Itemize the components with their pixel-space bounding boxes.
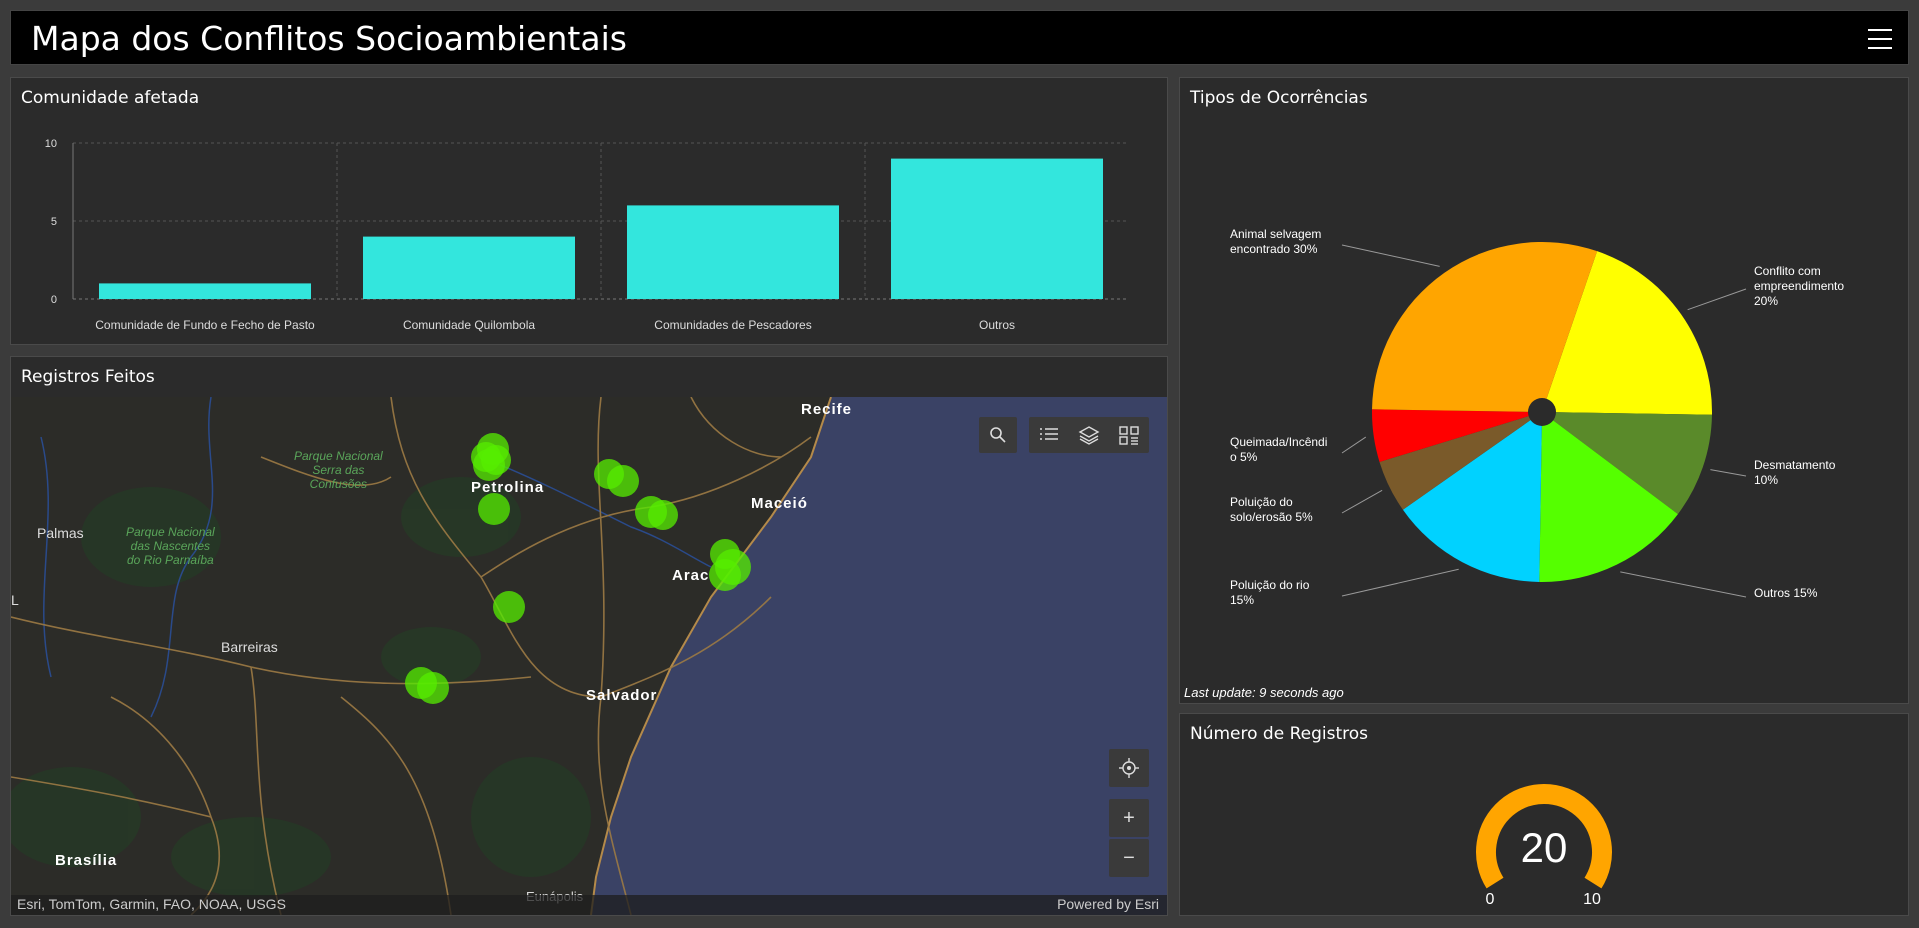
- gauge-max-label: 10: [1583, 891, 1601, 908]
- zoom-in-button[interactable]: +: [1109, 799, 1149, 837]
- pie-label: encontrado 30%: [1230, 242, 1318, 256]
- pie-label: 15%: [1230, 593, 1254, 607]
- map-label-palmas: Palmas: [37, 525, 84, 541]
- qr-icon[interactable]: [1118, 425, 1140, 445]
- map-view[interactable]: Recife Petrolina Maceió Arac Palmas Barr…: [11, 397, 1167, 915]
- pie-label: Poluição do rio: [1230, 578, 1310, 592]
- bar-category-label: Comunidades de Pescadores: [654, 318, 811, 332]
- map-label-maceio: Maceió: [751, 495, 808, 512]
- gauge-min-label: 0: [1486, 891, 1495, 908]
- map-label-salvador: Salvador: [586, 687, 658, 704]
- pie-leader-line: [1341, 436, 1367, 454]
- app-title: Mapa dos Conflitos Socioambientais: [31, 19, 627, 58]
- locate-icon: [1119, 758, 1139, 778]
- map-label-park-serra: Parque Nacional Serra das Confusões: [294, 449, 383, 491]
- gauge-panel: Número de Registros 20 0 10: [1179, 713, 1909, 916]
- bar[interactable]: [363, 236, 575, 299]
- map-attribution[interactable]: Esri, TomTom, Garmin, FAO, NOAA, USGS: [17, 896, 286, 912]
- map-attribution-bar: Esri, TomTom, Garmin, FAO, NOAA, USGS Po…: [11, 895, 1167, 915]
- pie-label: Desmatamento: [1754, 458, 1836, 472]
- bar-ytick-label: 0: [51, 294, 57, 306]
- pie-label: Poluição do: [1230, 495, 1293, 509]
- map-label-brasilia: Brasília: [55, 852, 118, 869]
- pie-leader-line: [1341, 568, 1459, 597]
- pie-slice[interactable]: [1372, 242, 1598, 412]
- bar-category-label: Comunidade de Fundo e Fecho de Pasto: [95, 318, 315, 332]
- park-label-line: Parque Nacional: [126, 525, 215, 539]
- map-label-edge: L: [11, 592, 19, 608]
- search-icon: [990, 427, 1006, 443]
- pie-leader-line: [1687, 288, 1747, 311]
- locate-button[interactable]: [1109, 749, 1149, 787]
- pie-slice[interactable]: [1539, 412, 1678, 582]
- pie-label: Outros 15%: [1754, 586, 1818, 600]
- map-label-park-nascentes: Parque Nacional das Nascentes do Rio Par…: [126, 525, 215, 567]
- map-label-aracaju: Arac: [672, 567, 710, 584]
- map-toolbar: [1029, 417, 1149, 453]
- pie-chart-title: Tipos de Ocorrências: [1190, 88, 1368, 108]
- pie-slice[interactable]: [1542, 251, 1712, 415]
- pie-label: empreendimento: [1754, 279, 1844, 293]
- pie-leader-line: [1341, 489, 1383, 514]
- pie-slice[interactable]: [1402, 412, 1542, 582]
- park-label-line: das Nascentes: [130, 539, 211, 553]
- app-header: Mapa dos Conflitos Socioambientais: [10, 10, 1909, 65]
- bar-chart: 0 5 10 Comunidade de Fundo e Fecho de Pasto…: [45, 138, 1129, 332]
- gauge-arc: [1476, 784, 1612, 889]
- map-label-barreiras: Barreiras: [221, 639, 278, 655]
- map-label-petrolina: Petrolina: [471, 479, 545, 496]
- list-icon[interactable]: [1038, 426, 1060, 444]
- bar[interactable]: [891, 158, 1103, 299]
- bar[interactable]: [627, 205, 839, 299]
- pie-label: o 5%: [1230, 450, 1258, 464]
- map-panel: Registros Feitos: [10, 356, 1168, 916]
- bar-chart-title: Comunidade afetada: [21, 88, 200, 108]
- map-label-recife: Recife: [801, 401, 853, 418]
- park-label-line: Serra das: [312, 463, 365, 477]
- pie-label: solo/erosão 5%: [1230, 510, 1313, 524]
- layers-icon[interactable]: [1078, 425, 1100, 445]
- pie-leader-line: [1710, 469, 1747, 477]
- bar-category-label: Outros: [979, 318, 1015, 332]
- park-label-line: do Rio Parnaíba: [127, 553, 214, 567]
- last-update-text: Last update: 9 seconds ago: [1184, 685, 1344, 700]
- powered-by-esri[interactable]: Powered by Esri: [1057, 896, 1159, 912]
- zoom-out-button[interactable]: −: [1109, 839, 1149, 877]
- bar-chart-panel: Comunidade afetada 0 5 10 Comunidade de Fun…: [10, 77, 1168, 345]
- pie-label: Animal selvagem: [1230, 227, 1321, 241]
- pie-slice[interactable]: [1372, 409, 1542, 462]
- pie-label: Conflito com: [1754, 264, 1821, 278]
- gauge-chart: 20 0 10: [1476, 784, 1612, 908]
- bar-category-label: Comunidade Quilombola: [403, 318, 535, 332]
- park-label-line: Confusões: [309, 477, 368, 491]
- pie-leader-line: [1341, 244, 1440, 267]
- map-search-button[interactable]: [979, 417, 1017, 453]
- bar-ytick-label: 10: [45, 138, 57, 150]
- gauge-title: Número de Registros: [1190, 724, 1369, 744]
- hamburger-menu-icon[interactable]: [1868, 29, 1892, 51]
- map-title: Registros Feitos: [21, 367, 155, 387]
- park-label-line: Parque Nacional: [294, 449, 383, 463]
- pie-label: 10%: [1754, 473, 1778, 487]
- pie-chart-panel: Tipos de Ocorrências Conflito com empreen…: [1179, 77, 1909, 704]
- pie-label: Queimada/Incêndi: [1230, 435, 1327, 449]
- pie-slice[interactable]: [1379, 412, 1542, 510]
- bar-ytick-label: 5: [51, 216, 57, 228]
- gauge-value: 20: [1521, 824, 1568, 871]
- pie-label: 20%: [1754, 294, 1778, 308]
- pie-leader-line: [1620, 571, 1747, 598]
- bar[interactable]: [99, 283, 311, 299]
- pie-slice[interactable]: [1542, 412, 1712, 515]
- pie-center-hole: [1528, 398, 1556, 426]
